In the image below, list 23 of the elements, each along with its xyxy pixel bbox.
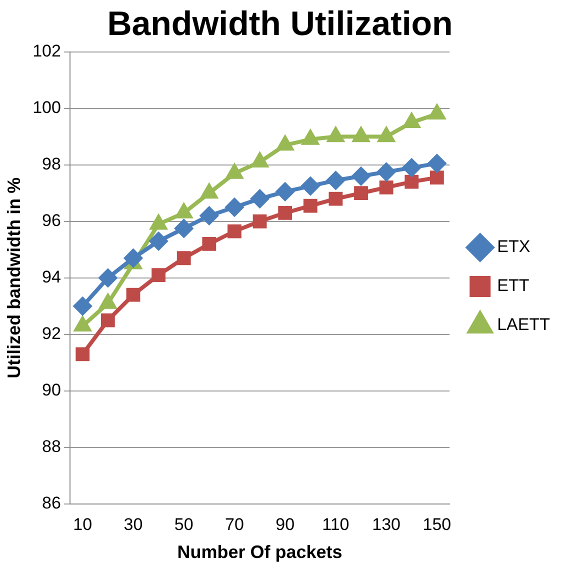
x-tick-label: 90 [276,514,295,534]
y-tick-label: 96 [42,211,61,230]
legend-label: ETX [497,237,530,256]
legend-label: LAETT [497,315,550,334]
y-tick-label: 90 [42,380,61,400]
y-axis-title: Utilized bandwidth in % [4,177,24,378]
y-tick-label: 88 [42,437,61,456]
x-tick-label: 70 [225,514,244,534]
y-tick-label: 102 [32,41,61,60]
x-tick-label: 110 [322,514,350,534]
x-axis-title: Number Of packets [177,542,342,562]
y-tick-label: 92 [42,324,61,344]
x-tick-label: 50 [174,514,194,534]
x-tick-label: 10 [73,514,92,534]
chart-title: Bandwidth Utilization [107,4,453,43]
x-tick-label: 150 [422,514,452,534]
y-tick-label: 100 [32,98,61,118]
legend-label: ETT [497,276,530,296]
y-tick-label: 86 [42,494,61,513]
y-tick-label: 98 [42,154,61,174]
x-tick-label: 130 [372,514,401,534]
x-tick-label: 30 [124,514,143,534]
y-tick-label: 94 [42,268,61,287]
